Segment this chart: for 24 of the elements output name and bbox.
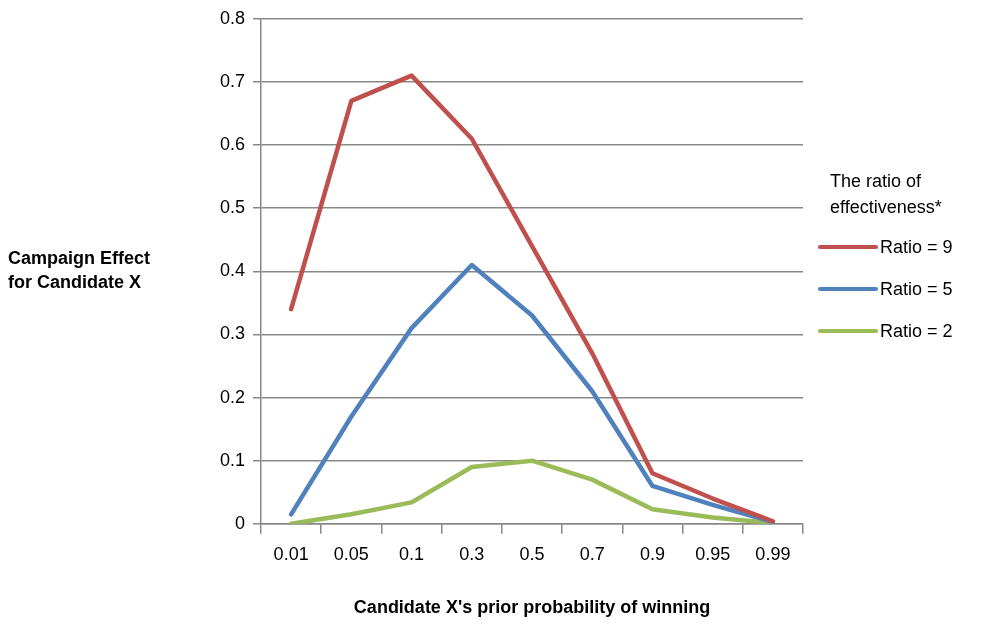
legend-label: Ratio = 9: [880, 236, 953, 258]
legend-label: Ratio = 2: [880, 320, 953, 342]
x-tick-label: 0.3: [459, 543, 485, 564]
x-tick-label: 0.7: [579, 543, 605, 564]
y-axis-title: Campaign Effect for Candidate X: [8, 247, 152, 294]
y-tick-label: 0.7: [219, 70, 246, 91]
y-tick-label: 0: [235, 512, 246, 533]
x-tick-label: 0.1: [399, 543, 425, 564]
y-tick-label: 0.4: [219, 260, 246, 281]
y-tick-label: 0.8: [219, 7, 246, 28]
y-tick-label: 0.6: [219, 134, 246, 155]
x-tick-label: 0.01: [273, 543, 309, 564]
x-tick-label: 0.99: [755, 543, 791, 564]
legend-label: Ratio = 5: [880, 278, 953, 300]
y-tick-label: 0.3: [219, 323, 246, 344]
x-tick-label: 0.5: [519, 543, 545, 564]
x-axis-title: Candidate X's prior probability of winning: [353, 597, 711, 618]
legend-title: The ratio of effectiveness*: [830, 170, 943, 219]
y-tick-label: 0.1: [219, 449, 246, 470]
y-tick-label: 0.5: [219, 197, 246, 218]
x-tick-label: 0.9: [639, 543, 665, 564]
x-tick-label: 0.95: [695, 543, 731, 564]
x-tick-label: 0.05: [333, 543, 369, 564]
y-tick-label: 0.2: [219, 386, 246, 407]
